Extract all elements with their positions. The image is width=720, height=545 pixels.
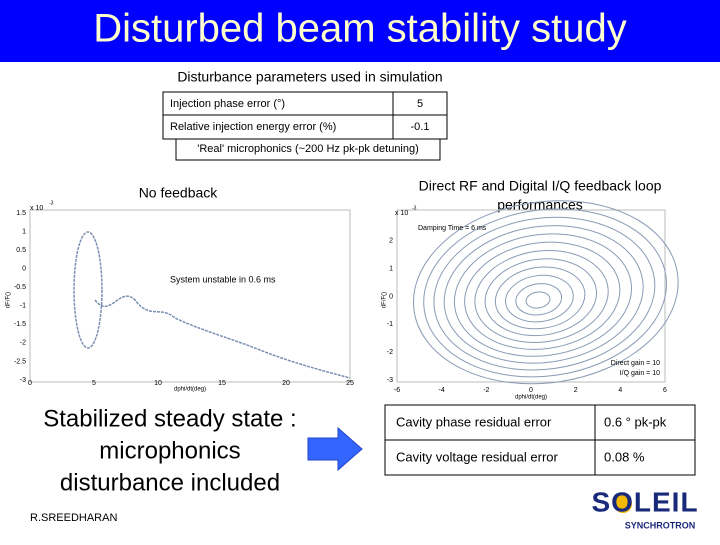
annotation: Direct gain = 10 bbox=[611, 360, 660, 367]
spiral-ring bbox=[525, 291, 551, 309]
result-label: Cavity phase residual error bbox=[396, 414, 552, 429]
y-axis-label: dF/F() bbox=[382, 292, 388, 308]
y-tick-label: -3 bbox=[20, 377, 26, 384]
spiral-ring bbox=[484, 258, 598, 337]
axis-exponent: -3 bbox=[412, 205, 417, 211]
param-label: Relative injection energy error (%) bbox=[170, 121, 336, 133]
arrow bbox=[307, 426, 363, 472]
y-tick-label: -2 bbox=[387, 349, 393, 356]
x-tick-label: 20 bbox=[282, 380, 290, 387]
spiral-ring bbox=[515, 283, 563, 316]
result-value: 0.6 ° pk-pk bbox=[604, 414, 667, 429]
y-tick-label: 1 bbox=[389, 266, 393, 273]
spiral-ring bbox=[505, 274, 574, 323]
param-note: 'Real' microphonics (~200 Hz pk-pk detun… bbox=[197, 143, 419, 155]
x-tick-label: -2 bbox=[483, 387, 489, 394]
param-table bbox=[162, 91, 448, 161]
x-tick-label: -6 bbox=[394, 387, 400, 394]
y-tick-label: 0.5 bbox=[16, 247, 26, 254]
annotation: I/Q gain = 10 bbox=[620, 370, 660, 377]
spiral-ring bbox=[474, 249, 609, 343]
x-tick-label: 25 bbox=[346, 380, 354, 387]
spiral-ring bbox=[443, 225, 644, 364]
annotation: Damping Time = 6 ms bbox=[418, 225, 487, 232]
y-tick-label: -1 bbox=[387, 321, 393, 328]
x-tick-label: 0 bbox=[529, 387, 533, 394]
y-tick-label: 0 bbox=[389, 293, 393, 300]
conclusion: Stabilized steady state : bbox=[43, 405, 296, 432]
y-tick-label: -1.5 bbox=[14, 321, 26, 328]
x-axis-label: dphi/dt(deg) bbox=[515, 395, 547, 401]
x-tick-label: 5 bbox=[92, 380, 96, 387]
x-tick-label: 6 bbox=[663, 387, 667, 394]
right-plot-title: Direct RF and Digital I/Q feedback loop bbox=[419, 178, 662, 194]
spiral-ring bbox=[464, 241, 621, 350]
logo-subtitle: SYNCHROTRON bbox=[625, 520, 696, 530]
x-tick-label: -4 bbox=[439, 387, 445, 394]
spiral-ring bbox=[423, 208, 667, 378]
y-tick-label: -0.5 bbox=[14, 284, 26, 291]
spiral-ring bbox=[453, 233, 632, 357]
x-tick-label: 10 bbox=[154, 380, 162, 387]
left-plot-title: No feedback bbox=[139, 185, 219, 201]
logo-sun bbox=[614, 495, 632, 513]
result-value: 0.08 % bbox=[604, 449, 645, 464]
trajectory bbox=[94, 295, 351, 379]
y-tick-label: 1.5 bbox=[16, 210, 26, 217]
results-table bbox=[384, 404, 696, 476]
logo-name: SOLEIL bbox=[591, 486, 698, 517]
annotation: System unstable in 0.6 ms bbox=[170, 274, 276, 284]
y-tick-label: -1 bbox=[20, 303, 26, 310]
param-value: 5 bbox=[417, 98, 423, 110]
y-tick-label: 2 bbox=[389, 238, 393, 245]
axis-scale: x 10 bbox=[395, 210, 408, 217]
y-tick-label: -3 bbox=[387, 377, 393, 384]
x-tick-label: 4 bbox=[618, 387, 622, 394]
plot-frame bbox=[29, 209, 351, 383]
title-bar bbox=[0, 0, 720, 62]
trajectory bbox=[412, 200, 679, 385]
y-tick-label: -2.5 bbox=[14, 358, 26, 365]
conclusion: microphonics bbox=[99, 437, 240, 464]
trajectory bbox=[73, 231, 103, 349]
right-plot: x 10 -3 Damping Time = 6 ms Direct gain … bbox=[382, 200, 679, 401]
table-caption: Disturbance parameters used in simulatio… bbox=[177, 69, 442, 85]
spiral-ring bbox=[412, 200, 679, 385]
y-tick-label: 1 bbox=[22, 228, 26, 235]
left-plot: x 10 -3 System unstable in 0.6 ms dphi/d… bbox=[6, 200, 354, 392]
param-value: -0.1 bbox=[411, 121, 430, 133]
y-tick-label: -2 bbox=[20, 340, 26, 347]
conclusion: disturbance included bbox=[60, 469, 280, 496]
author: R.SREEDHARAN bbox=[30, 512, 117, 524]
axis-exponent: -3 bbox=[49, 200, 54, 206]
result-label: Cavity voltage residual error bbox=[396, 449, 559, 464]
spiral-ring bbox=[494, 266, 586, 330]
y-tick-label: 0 bbox=[22, 266, 26, 273]
axis-scale: x 10 bbox=[30, 205, 43, 212]
x-tick-label: 2 bbox=[574, 387, 578, 394]
slide-title: Disturbed beam stability study bbox=[93, 7, 627, 51]
y-axis-label: dF/F() bbox=[6, 292, 12, 308]
x-tick-label: 0 bbox=[28, 380, 32, 387]
x-axis-label: dphi/dt(deg) bbox=[174, 387, 206, 393]
param-label: Injection phase error (°) bbox=[170, 98, 285, 110]
x-tick-label: 15 bbox=[218, 380, 226, 387]
spiral-ring bbox=[433, 216, 656, 371]
